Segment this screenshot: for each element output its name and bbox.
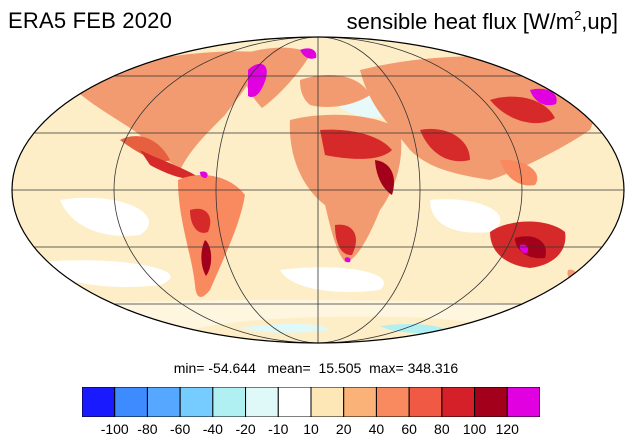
southern-africa-hot (335, 224, 356, 256)
colorbar-tick-label: -60 (170, 421, 191, 437)
mollweide-map-svg (11, 36, 625, 344)
world-map (11, 36, 625, 344)
variable-title-exponent: 2 (574, 8, 582, 23)
asia (360, 56, 594, 181)
colorbar-tick-label: 100 (462, 421, 487, 437)
se-asia (500, 159, 538, 186)
colorbar-tick-label: 120 (495, 421, 519, 437)
colorbar-swatch (408, 386, 443, 418)
cold-patch (280, 267, 384, 292)
colorbar-swatch (212, 386, 247, 418)
colorbar-swatch (114, 386, 148, 418)
colorbar-tick-label: -80 (137, 421, 158, 437)
colorbar-swatch (474, 386, 508, 418)
variable-title: sensible heat flux [W/m2,up] (347, 8, 618, 35)
cold-patch (40, 260, 171, 288)
colorbar-swatch (343, 386, 377, 418)
colorbar-tick-label: 40 (368, 421, 385, 437)
venezuela-extreme (200, 171, 208, 178)
east-africa-hot (375, 160, 395, 195)
map-outline (11, 36, 625, 344)
colorbar-svg (81, 386, 541, 418)
colorbar-tick-label: -20 (235, 421, 256, 437)
europe (300, 75, 370, 107)
colorbar-labels: -100 -80 -60 -40 -20 -10 10 20 40 60 80 100 120 (0, 421, 632, 439)
colorbar-swatch (506, 386, 541, 418)
plot-title: ERA5 FEB 2020 (8, 8, 173, 33)
stats-line: min= -54.644 mean= 15.505 max= 348.316 (173, 360, 459, 376)
colorbar-swatch (310, 386, 345, 418)
mexico-hot (140, 150, 200, 180)
india-hot (420, 128, 470, 162)
cold-patch (430, 199, 501, 233)
colorbar-tick-label: -100 (100, 421, 129, 437)
sahel-hot (320, 129, 392, 159)
patagonia-hot (201, 240, 212, 276)
colorbar-tick-label: 60 (401, 421, 417, 437)
colorbar-tick-label: 20 (335, 421, 352, 437)
colorbar-swatch (277, 386, 312, 418)
japan-extreme (530, 88, 557, 106)
cold-patch (60, 197, 149, 236)
south-america-hot (190, 208, 211, 233)
south-america (178, 175, 245, 297)
colorbar-swatch (245, 386, 279, 418)
iceland-extreme (300, 48, 317, 59)
colorbar (81, 386, 541, 418)
colorbar-swatch (375, 386, 410, 418)
colorbar-swatch (146, 386, 181, 418)
north-america (70, 51, 261, 170)
colorbar-tick-label: -10 (268, 421, 289, 437)
south-africa-extreme (344, 257, 351, 263)
colorbar-swatch (441, 386, 476, 418)
variable-title-suffix: ,up] (581, 9, 618, 34)
antarctica-cold (240, 323, 330, 333)
colorbar-tick-label: -40 (202, 421, 223, 437)
east-asia-hot (490, 96, 555, 124)
colorbar-swatch (81, 386, 116, 418)
colorbar-tick-label: 80 (434, 421, 450, 437)
colorbar-tick-label: 10 (303, 421, 319, 437)
variable-title-prefix: sensible heat flux [W/m (346, 9, 575, 34)
colorbar-swatch (179, 386, 214, 418)
usa-south-hot (120, 136, 170, 162)
